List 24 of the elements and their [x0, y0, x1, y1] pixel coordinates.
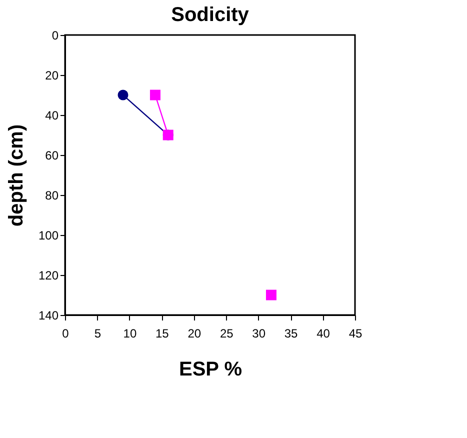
y-tick-label: 80	[45, 188, 59, 202]
x-tick-label: 0	[62, 326, 70, 340]
x-tick-label: 35	[284, 326, 298, 340]
x-axis-title: ESP %	[179, 358, 242, 380]
y-tick-label: 40	[45, 108, 59, 122]
point	[118, 90, 128, 100]
y-axis-title: depth (cm)	[5, 124, 28, 227]
x-tick-label: 5	[94, 326, 102, 340]
x-tick-label: 40	[316, 326, 330, 340]
y-tick-label: 100	[38, 228, 59, 242]
x-tick-label: 30	[252, 326, 266, 340]
y-tick-label: 0	[52, 28, 59, 42]
y-tick-label: 20	[45, 68, 59, 82]
point	[266, 290, 276, 300]
y-tick-label: 120	[38, 268, 59, 282]
x-tick-label: 45	[348, 326, 362, 340]
x-tick-label: 15	[155, 326, 170, 340]
x-tick-label: 25	[220, 326, 234, 340]
x-tick-label: 10	[123, 326, 137, 340]
x-tick-label: 20	[188, 326, 202, 340]
chart-title: Sodicity	[171, 4, 250, 26]
point	[150, 90, 160, 100]
y-tick-label: 60	[45, 148, 59, 162]
y-tick-label: 140	[38, 308, 59, 322]
